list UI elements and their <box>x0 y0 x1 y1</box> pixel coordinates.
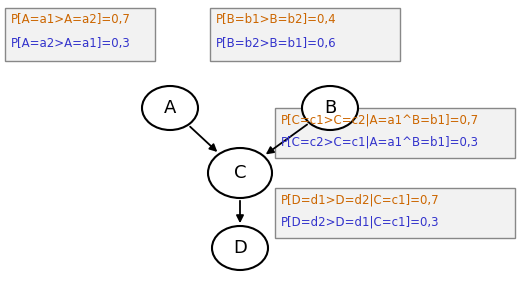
Text: P[C=c1>C=c2|A=a1^B=b1]=0,7: P[C=c1>C=c2|A=a1^B=b1]=0,7 <box>281 113 479 126</box>
FancyBboxPatch shape <box>275 108 515 158</box>
Text: P[A=a2>A=a1]=0,3: P[A=a2>A=a1]=0,3 <box>11 38 131 50</box>
FancyBboxPatch shape <box>210 8 400 61</box>
Text: P[D=d1>D=d2|C=c1]=0,7: P[D=d1>D=d2|C=c1]=0,7 <box>281 193 440 206</box>
Text: P[B=b1>B=b2]=0,4: P[B=b1>B=b2]=0,4 <box>216 13 337 26</box>
Text: P[C=c2>C=c1|A=a1^B=b1]=0,3: P[C=c2>C=c1|A=a1^B=b1]=0,3 <box>281 136 479 149</box>
Ellipse shape <box>302 86 358 130</box>
Text: P[B=b2>B=b1]=0,6: P[B=b2>B=b1]=0,6 <box>216 38 337 50</box>
Text: P[A=a1>A=a2]=0,7: P[A=a1>A=a2]=0,7 <box>11 13 131 26</box>
Ellipse shape <box>142 86 198 130</box>
Text: A: A <box>164 99 176 117</box>
Text: D: D <box>233 239 247 257</box>
Text: P[D=d2>D=d1|C=c1]=0,3: P[D=d2>D=d1|C=c1]=0,3 <box>281 216 439 229</box>
Text: B: B <box>324 99 336 117</box>
FancyBboxPatch shape <box>5 8 155 61</box>
Ellipse shape <box>208 148 272 198</box>
Ellipse shape <box>212 226 268 270</box>
FancyBboxPatch shape <box>275 188 515 238</box>
Text: C: C <box>234 164 246 182</box>
